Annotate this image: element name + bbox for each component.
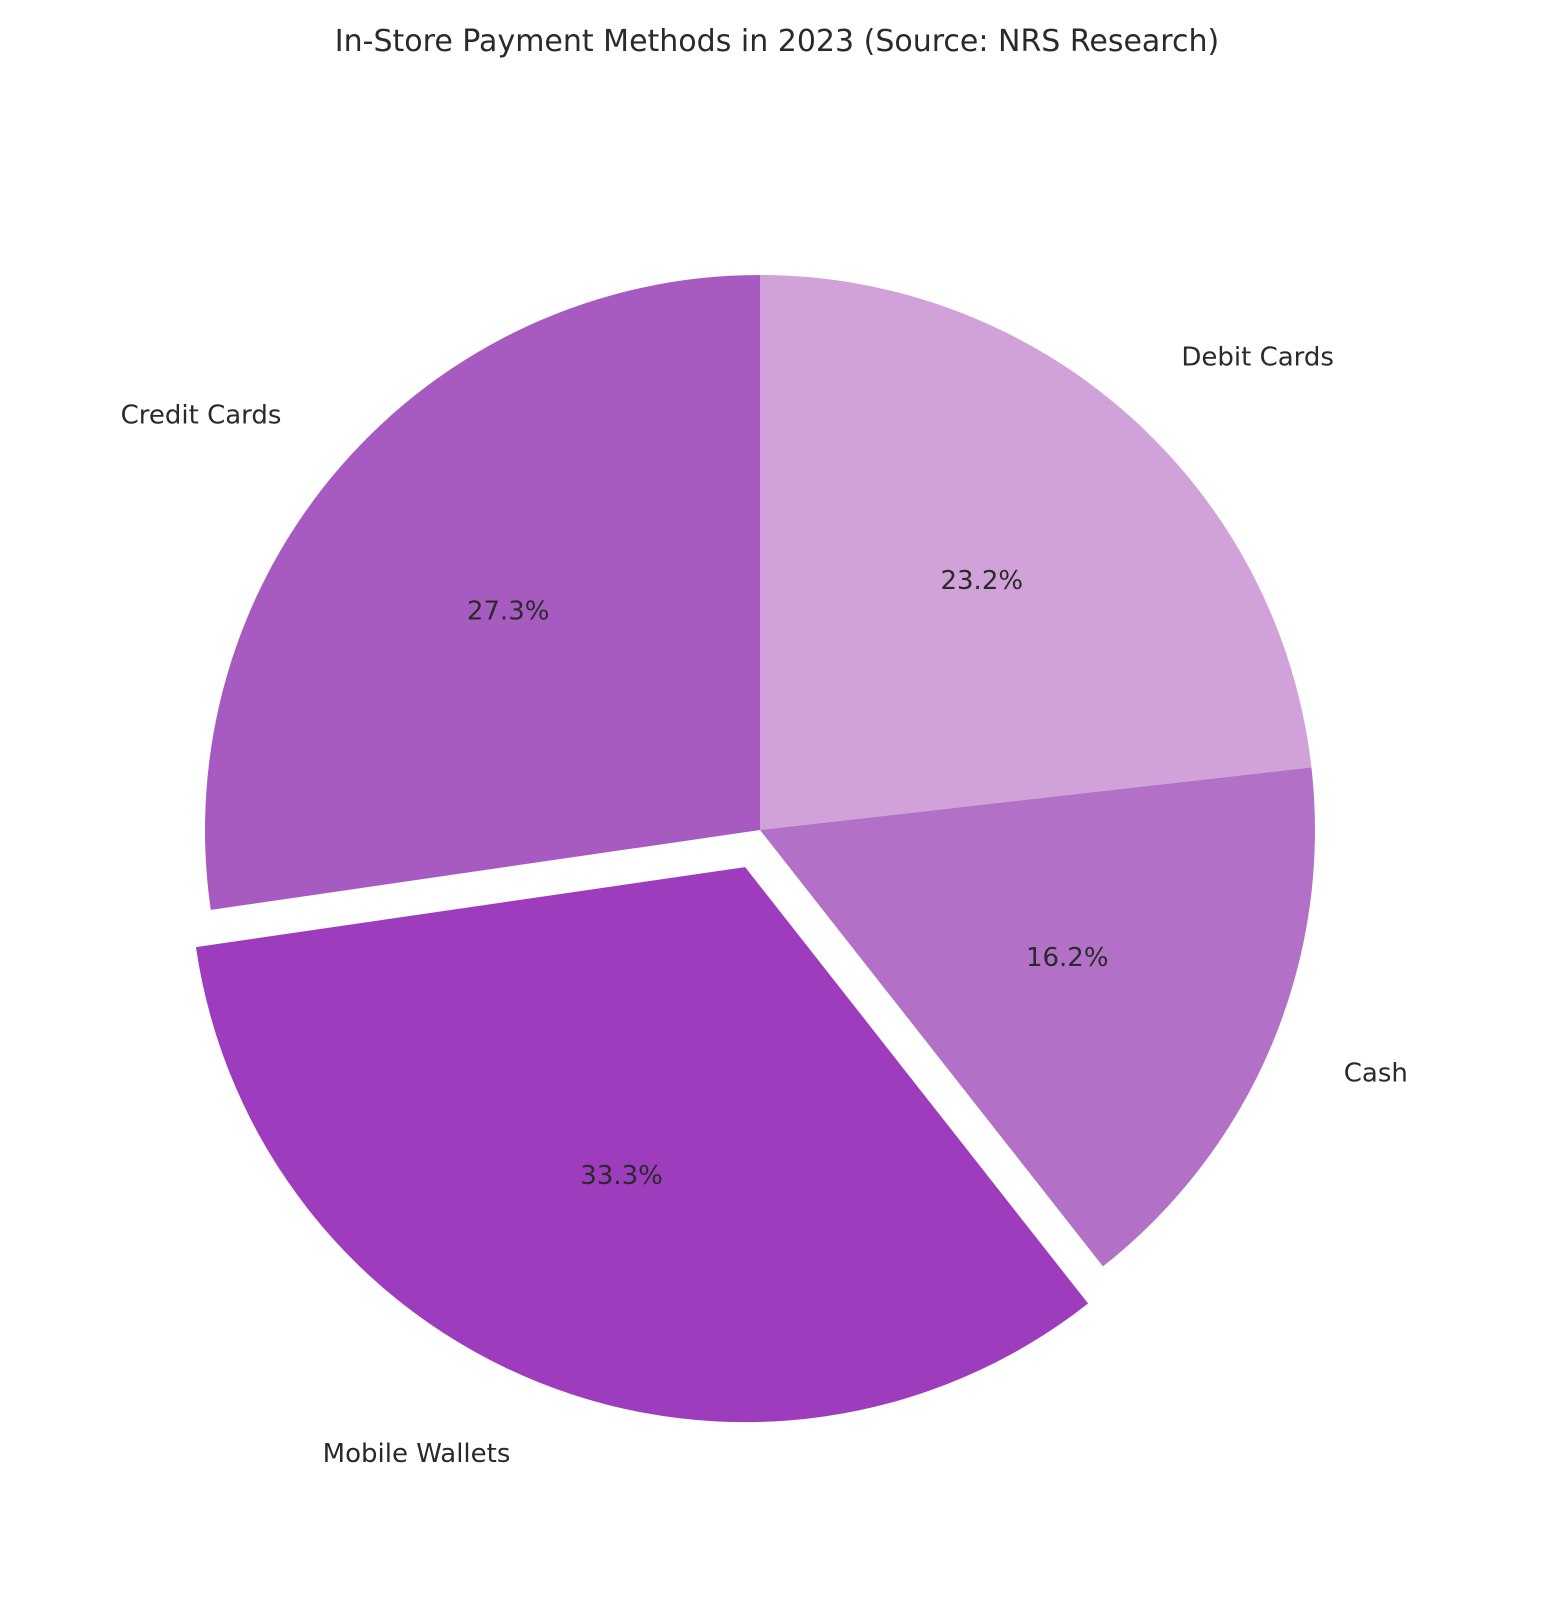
- slice-percent-label: 23.2%: [940, 566, 1023, 596]
- slice-percent-label: 27.3%: [467, 597, 550, 627]
- slice-percent-label: 33.3%: [580, 1161, 663, 1191]
- slice-name-label: Mobile Wallets: [323, 1439, 511, 1469]
- slice-percent-label: 16.2%: [1026, 943, 1109, 973]
- pie-slice: [205, 275, 760, 910]
- slice-name-label: Credit Cards: [121, 401, 282, 431]
- chart-stage: In-Store Payment Methods in 2023 (Source…: [0, 0, 1554, 1600]
- slice-name-label: Cash: [1344, 1058, 1408, 1088]
- pie-chart: 23.2% Debit Cards 16.2% Cash 33.3% Mobile Wal…: [0, 0, 1554, 1600]
- slice-name-label: Debit Cards: [1181, 343, 1334, 373]
